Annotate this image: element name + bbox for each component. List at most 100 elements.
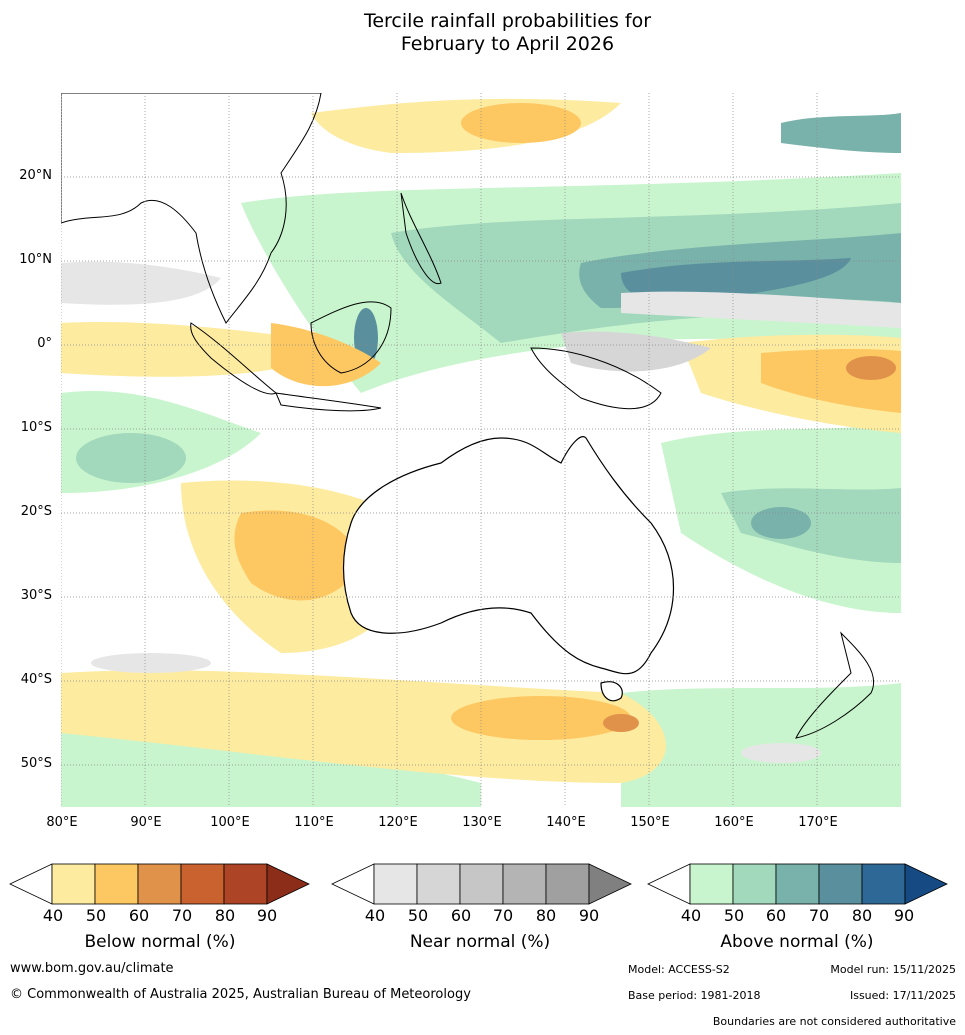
lat-label: 0° bbox=[37, 336, 52, 351]
colorbar-segment bbox=[180, 863, 225, 905]
colorbar-segment bbox=[223, 863, 268, 905]
tick-label: 90 bbox=[256, 906, 278, 925]
philippines bbox=[400, 192, 442, 285]
below-normal-southern-core bbox=[451, 696, 631, 740]
lon-label: 110°E bbox=[294, 815, 334, 830]
colorbar-segment bbox=[732, 863, 777, 905]
below-normal-southern-peak bbox=[603, 714, 639, 732]
above-normal-indian-core bbox=[76, 433, 186, 483]
colorbar-segment bbox=[861, 863, 906, 905]
colorbar-segment bbox=[502, 863, 547, 905]
map-title: Tercile rainfall probabilities for Febru… bbox=[0, 10, 965, 56]
lon-label: 170°E bbox=[798, 815, 838, 830]
colorbar-segment bbox=[459, 863, 504, 905]
colorbar-segment bbox=[416, 863, 461, 905]
below-normal-north-core bbox=[461, 103, 581, 143]
lat-label: 40°S bbox=[20, 672, 52, 687]
sumatra bbox=[190, 322, 277, 395]
base-period: Base period: 1981-2018 bbox=[628, 989, 761, 1002]
tick-label: 50 bbox=[407, 906, 429, 925]
above-normal-label: Above normal (%) bbox=[720, 932, 874, 952]
new-zealand bbox=[795, 631, 875, 739]
boundaries-note: Boundaries are not considered authoritat… bbox=[712, 1015, 956, 1028]
tick-label: 70 bbox=[492, 906, 514, 925]
colorbar-segment bbox=[51, 863, 96, 905]
copyright-notice: © Commonwealth of Australia 2025, Austra… bbox=[10, 987, 471, 1002]
lon-label: 150°E bbox=[630, 815, 670, 830]
colorbar-segment bbox=[373, 863, 418, 905]
tick-label: 60 bbox=[128, 906, 150, 925]
below-normal-label: Below normal (%) bbox=[84, 932, 236, 952]
tick-label: 40 bbox=[680, 906, 702, 925]
above-normal-colorbar bbox=[646, 862, 948, 906]
below-normal-pacific-peak bbox=[846, 356, 896, 380]
lon-label: 120°E bbox=[378, 815, 418, 830]
tick-label: 80 bbox=[214, 906, 236, 925]
colorbar-segment bbox=[545, 863, 590, 905]
near-normal-pacific bbox=[621, 291, 901, 328]
gridlines bbox=[61, 93, 901, 807]
colorbar-under-arrow bbox=[647, 863, 691, 905]
tick-label: 60 bbox=[765, 906, 787, 925]
below-normal-colorbar-graphic bbox=[9, 863, 310, 905]
tick-label: 40 bbox=[42, 906, 64, 925]
australia-landmass bbox=[342, 436, 674, 675]
near-normal-colorbar bbox=[330, 862, 632, 906]
near-normal-south-2 bbox=[741, 743, 821, 763]
lon-label: 130°E bbox=[462, 815, 502, 830]
title-line-1: Tercile rainfall probabilities for bbox=[363, 10, 652, 32]
title-line-2: February to April 2026 bbox=[400, 33, 615, 55]
near-normal-bay bbox=[61, 261, 221, 305]
lat-label: 50°S bbox=[20, 756, 52, 771]
colorbar-over-arrow bbox=[588, 863, 632, 905]
model-name: Model: ACCESS-S2 bbox=[628, 963, 730, 976]
tick-label: 50 bbox=[723, 906, 745, 925]
below-normal-maritime bbox=[271, 323, 381, 387]
lat-label: 20°N bbox=[19, 168, 52, 183]
colorbar-segment bbox=[775, 863, 820, 905]
colorbar-under-arrow bbox=[331, 863, 375, 905]
lat-label: 10°N bbox=[19, 252, 52, 267]
lat-label: 10°S bbox=[20, 420, 52, 435]
above-normal-vanuatu bbox=[751, 507, 811, 539]
below-normal-indian-core bbox=[234, 510, 361, 601]
lat-label: 30°S bbox=[20, 588, 52, 603]
website-link[interactable]: www.bom.gov.au/climate bbox=[10, 961, 174, 976]
tick-label: 80 bbox=[851, 906, 873, 925]
new-guinea bbox=[530, 347, 662, 410]
lon-label: 90°E bbox=[130, 815, 162, 830]
lon-label: 140°E bbox=[546, 815, 586, 830]
lat-label: 20°S bbox=[20, 504, 52, 519]
colorbar-under-arrow bbox=[9, 863, 53, 905]
map-canvas bbox=[61, 93, 901, 807]
colorbar-segment bbox=[94, 863, 139, 905]
above-normal-colorbar-graphic bbox=[647, 863, 948, 905]
colorbar-over-arrow bbox=[904, 863, 948, 905]
lon-label: 100°E bbox=[210, 815, 250, 830]
near-normal-colorbar-graphic bbox=[331, 863, 632, 905]
issued-date: Issued: 17/11/2025 bbox=[849, 989, 956, 1002]
lon-label: 80°E bbox=[46, 815, 78, 830]
tick-label: 50 bbox=[85, 906, 107, 925]
tick-label: 90 bbox=[578, 906, 600, 925]
rainfall-probability-map bbox=[61, 93, 901, 807]
tick-label: 60 bbox=[450, 906, 472, 925]
tick-label: 90 bbox=[893, 906, 915, 925]
tick-label: 40 bbox=[364, 906, 386, 925]
asia-mainland bbox=[61, 93, 322, 324]
java bbox=[275, 392, 382, 412]
above-normal-swpacific-core bbox=[721, 488, 901, 563]
tick-label: 80 bbox=[535, 906, 557, 925]
colorbar-segment bbox=[689, 863, 734, 905]
above-normal-south bbox=[61, 731, 481, 807]
borneo bbox=[310, 301, 392, 374]
near-normal-png bbox=[561, 331, 711, 372]
colorbar-over-arrow bbox=[266, 863, 310, 905]
lon-label: 160°E bbox=[714, 815, 754, 830]
near-normal-label: Near normal (%) bbox=[409, 932, 551, 952]
above-normal-small bbox=[781, 113, 901, 153]
colorbar-segment bbox=[818, 863, 863, 905]
below-normal-colorbar bbox=[8, 862, 310, 906]
tick-label: 70 bbox=[808, 906, 830, 925]
colorbar-segment bbox=[137, 863, 182, 905]
